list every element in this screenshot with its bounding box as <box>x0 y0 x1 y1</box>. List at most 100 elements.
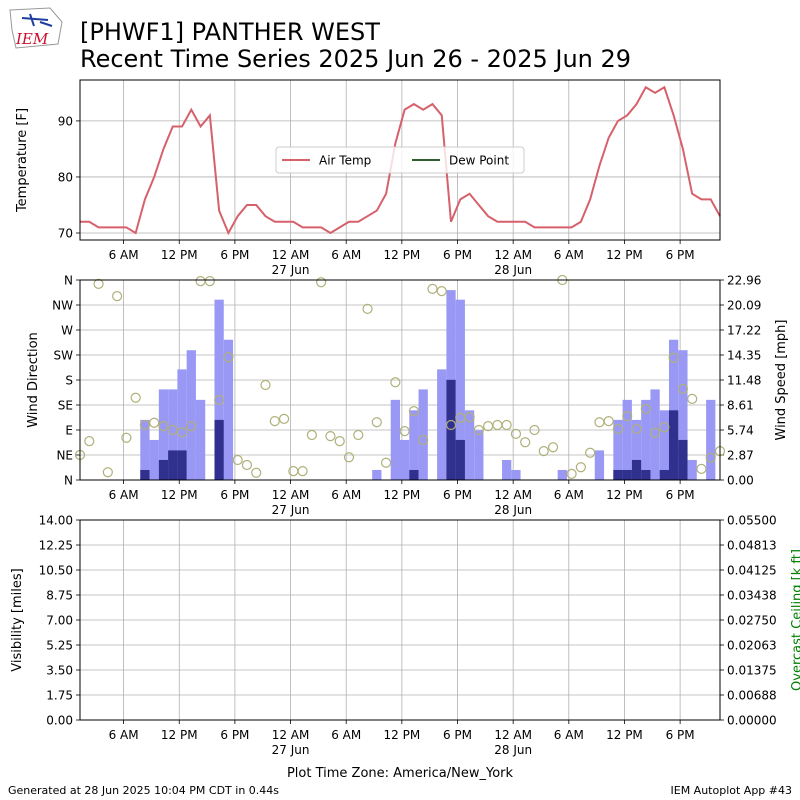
x-tick-label: 12 PM <box>161 248 198 262</box>
point <box>677 383 688 394</box>
x-tick-label: 12 PM <box>384 488 421 502</box>
point <box>167 424 178 436</box>
legend-label: Air Temp <box>319 154 371 168</box>
point <box>260 379 271 391</box>
y2-tick-label: 0.01375 <box>727 664 777 678</box>
point <box>176 427 188 438</box>
bar <box>418 389 428 480</box>
bar <box>659 469 669 480</box>
point <box>473 424 484 436</box>
bar <box>158 389 169 480</box>
y-axis-label: Wind Direction <box>26 332 41 428</box>
x-tick-label: 12 AM <box>494 488 532 502</box>
axes-frame <box>79 519 721 721</box>
bar <box>594 450 605 480</box>
bar <box>186 350 196 480</box>
bar <box>464 410 475 480</box>
x-tick-label: 12 PM <box>384 728 421 742</box>
y-tick-label: SE <box>58 399 73 413</box>
x-tick-label: 6 PM <box>443 248 472 262</box>
panel: 6 AM 12 PM 6 PM 12 AM 6 AM 12 PM 6 PM 12 AM 6 AM… <box>10 514 800 782</box>
point <box>390 377 401 388</box>
y2-tick-label: 0.00 <box>727 474 754 488</box>
y-tick-label: 5.25 <box>46 639 73 653</box>
x-tick-label: 6 PM <box>443 488 472 502</box>
y-tick-label: 0.00 <box>46 714 73 728</box>
x-tick-label: 6 AM <box>554 248 584 262</box>
point <box>158 421 169 432</box>
y2-tick-label: 2.87 <box>727 449 754 463</box>
bar <box>650 389 660 480</box>
bar <box>177 450 187 480</box>
x-date-label: 28 Jun <box>494 743 532 757</box>
bar <box>668 410 679 480</box>
point <box>149 417 160 428</box>
x-tick-label: 12 AM <box>272 248 310 262</box>
x-tick-label: 6 AM <box>109 248 139 262</box>
subtitle: Recent Time Series 2025 Jun 26 - 2025 Ju… <box>80 45 631 73</box>
bar <box>641 469 651 480</box>
x-tick-label: 12 PM <box>606 488 643 502</box>
y-tick-label: 14.00 <box>39 514 73 528</box>
y-tick-label: E <box>65 424 73 438</box>
y2-tick-label: 0.00688 <box>727 689 777 703</box>
bar <box>631 419 642 480</box>
x-tick-label: 6 AM <box>554 728 584 742</box>
x-tick-label: 6 AM <box>331 488 361 502</box>
x-tick-label: 12 PM <box>384 248 421 262</box>
y-tick-label: 10.50 <box>39 564 73 578</box>
point <box>334 436 345 447</box>
bar <box>631 459 642 480</box>
axes-frame <box>79 279 721 481</box>
bar <box>158 459 169 480</box>
axes-frame <box>79 79 721 241</box>
y-tick-label: N <box>64 474 73 488</box>
logo-text: IEM <box>15 30 49 48</box>
y2-tick-label: 0.03438 <box>727 589 777 603</box>
y2-tick-label: 0.02750 <box>727 614 777 628</box>
bar <box>474 430 484 480</box>
point <box>659 422 670 433</box>
bar <box>668 339 679 480</box>
footer-left: Generated at 28 Jun 2025 10:04 PM CDT in… <box>8 784 279 797</box>
bar <box>622 399 632 480</box>
bar <box>140 469 150 480</box>
point <box>538 446 549 457</box>
point <box>501 419 512 431</box>
point <box>121 432 132 443</box>
x-tick-label: 6 AM <box>109 488 139 502</box>
point <box>418 434 429 446</box>
point <box>547 442 559 453</box>
x-date-label: 27 Jun <box>272 503 310 517</box>
bar <box>659 410 669 480</box>
y2-tick-label: 0.05500 <box>727 514 777 528</box>
point <box>251 467 262 478</box>
point <box>687 393 698 404</box>
bar <box>214 299 224 480</box>
y-tick-label: 7.00 <box>46 614 73 628</box>
x-tick-label: 12 AM <box>494 248 532 262</box>
x-tick-label: 6 PM <box>666 248 695 262</box>
point <box>269 416 280 427</box>
y2-tick-label: 22.96 <box>727 274 761 288</box>
y-tick-label: 90 <box>58 114 73 128</box>
logo-mark <box>21 13 53 27</box>
x-tick-label: 12 AM <box>494 728 532 742</box>
point <box>214 394 225 406</box>
bar <box>195 399 206 480</box>
x-tick-label: 6 PM <box>220 488 249 502</box>
point <box>353 429 364 441</box>
point <box>241 459 253 471</box>
footer-right: IEM Autoplot App #43 <box>671 784 793 797</box>
point <box>575 462 586 473</box>
y-tick-label: N <box>64 274 73 288</box>
point <box>223 352 234 363</box>
x-tick-label: 12 AM <box>272 728 310 742</box>
point <box>186 421 197 432</box>
x-tick-label: 6 AM <box>554 488 584 502</box>
point <box>408 406 420 417</box>
point <box>520 437 531 448</box>
bar <box>706 399 716 480</box>
point <box>139 419 151 431</box>
x-tick-label: 6 PM <box>666 728 695 742</box>
